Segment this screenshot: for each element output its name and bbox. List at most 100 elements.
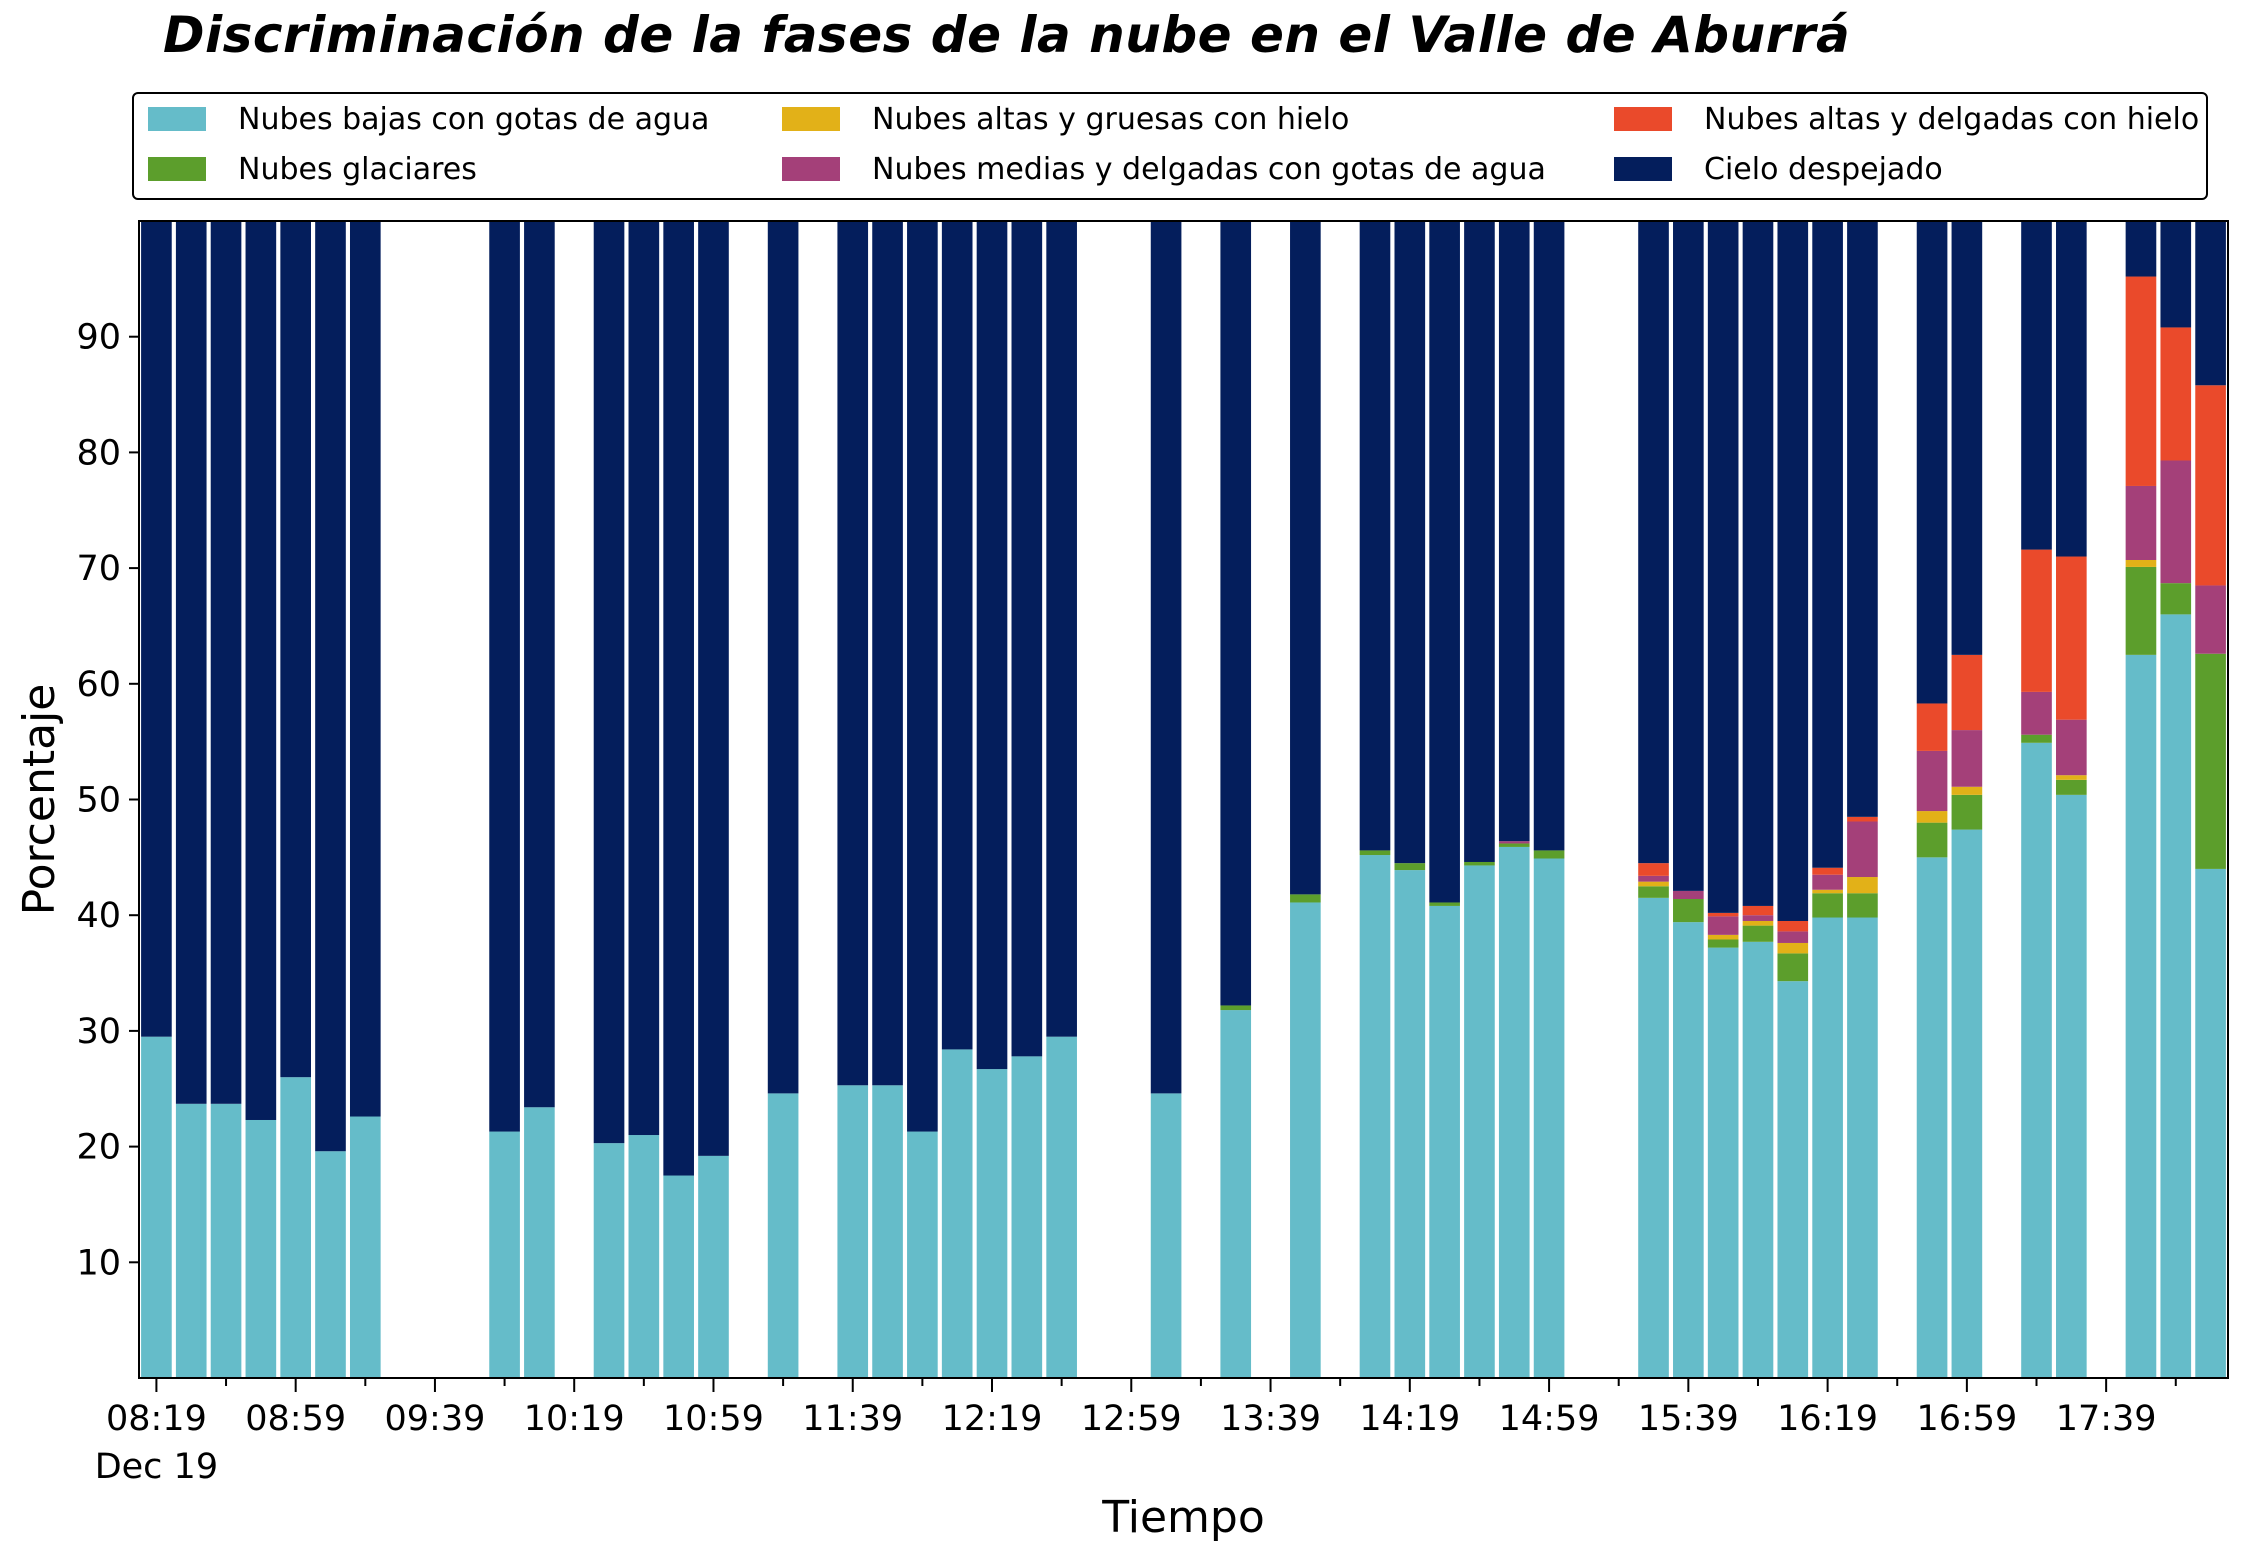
legend-swatch xyxy=(148,157,206,181)
bar-segment xyxy=(1847,893,1878,918)
bar-segment xyxy=(1673,221,1704,891)
bar-segment xyxy=(593,1143,625,1378)
bar-segment xyxy=(2021,549,2052,692)
bar-segment xyxy=(1707,934,1739,940)
bar-segment xyxy=(1150,221,1182,1094)
bar-segment xyxy=(524,221,555,1108)
bar-segment xyxy=(1742,920,1774,926)
bar-segment xyxy=(1359,221,1391,851)
x-tick-label: 11:39 xyxy=(802,1399,903,1439)
bar-segment xyxy=(2125,276,2157,486)
bar-segment xyxy=(1638,881,1669,887)
bar-segment xyxy=(2021,691,2052,735)
bar-segment xyxy=(1464,861,1495,866)
bar-segment xyxy=(2056,221,2087,557)
bar-segment xyxy=(1916,221,1948,704)
y-tick-label: 90 xyxy=(76,318,121,358)
bar-segment xyxy=(210,1103,242,1378)
bar-segment xyxy=(1673,922,1704,1378)
bar-segment xyxy=(872,1085,903,1378)
bar-segment xyxy=(141,1036,172,1378)
bar-segment xyxy=(2021,221,2052,550)
bar-segment xyxy=(1847,221,1878,817)
bar-segment xyxy=(1812,893,1843,918)
legend-label: Nubes altas y delgadas con hielo xyxy=(1704,101,2200,137)
bar-segment xyxy=(1777,953,1809,982)
bar-segment xyxy=(1951,730,1983,787)
bar-segment xyxy=(1673,890,1704,899)
bar-segment xyxy=(1498,841,1530,844)
x-tick-label: 09:39 xyxy=(385,1399,486,1439)
legend-label: Cielo despejado xyxy=(1704,151,1943,187)
legend-item: Nubes altas y delgadas con hielo xyxy=(1614,99,2199,139)
bar-segment xyxy=(1777,942,1809,954)
bar-segment xyxy=(1011,1056,1043,1378)
y-tick-label: 30 xyxy=(76,1012,121,1052)
bar-segment xyxy=(2160,460,2192,584)
legend-label: Nubes altas y gruesas con hielo xyxy=(872,101,1350,137)
legend-item: Nubes medias y delgadas con gotas de agu… xyxy=(782,149,1546,189)
bar-segment xyxy=(1916,857,1948,1378)
bar-segment xyxy=(1777,920,1809,932)
bar-segment xyxy=(489,221,520,1132)
bar-segment xyxy=(1847,917,1878,1378)
bar-segment xyxy=(628,1135,660,1378)
bar-segment xyxy=(1359,855,1391,1378)
bar-segment xyxy=(698,221,729,1156)
bar-segment xyxy=(245,1119,277,1378)
x-tick-label: 08:19 xyxy=(106,1399,207,1439)
bar-segment xyxy=(1812,221,1843,868)
bar-segment xyxy=(141,221,172,1037)
bar-segment xyxy=(1742,925,1774,942)
legend-swatch xyxy=(148,107,206,131)
bar-segment xyxy=(1951,221,1983,655)
legend-swatch xyxy=(782,157,840,181)
bar-segment xyxy=(1916,811,1948,823)
bar-segment xyxy=(349,221,381,1117)
x-date-label: Dec 19 xyxy=(95,1447,218,1487)
bar-segment xyxy=(1847,877,1878,894)
bar-segment xyxy=(1638,875,1669,882)
bar-segment xyxy=(1916,822,1948,858)
bar-segment xyxy=(2125,221,2157,277)
legend: Nubes bajas con gotas de agua Nubes glaci… xyxy=(132,92,2208,200)
bar-segment xyxy=(1673,899,1704,923)
bar-segment xyxy=(1290,902,1321,1378)
bar-segment xyxy=(1498,846,1530,1378)
bar-segment xyxy=(941,1049,973,1378)
x-tick-label: 10:19 xyxy=(524,1399,625,1439)
y-tick-label: 50 xyxy=(76,781,121,821)
bar-segment xyxy=(2195,585,2226,654)
bar-segment xyxy=(315,221,346,1152)
y-tick-label: 70 xyxy=(76,549,121,589)
bar-segment xyxy=(524,1107,555,1378)
bar-segment xyxy=(1290,894,1321,903)
bar-segment xyxy=(1394,870,1426,1378)
bar-segment xyxy=(1812,874,1843,890)
bar-segment xyxy=(1951,786,1983,795)
bar-segment xyxy=(2195,385,2226,586)
bar-segment xyxy=(175,1103,207,1378)
bar-segment xyxy=(280,221,311,1078)
bar-segment xyxy=(2125,566,2157,655)
bar-segment xyxy=(280,1077,311,1378)
bar-segment xyxy=(1359,850,1391,856)
bar-segment xyxy=(1707,947,1739,1378)
bar-segment xyxy=(1742,915,1774,921)
bar-segment xyxy=(1707,221,1739,913)
bar-segment xyxy=(872,221,903,1086)
bar-segment xyxy=(1498,843,1530,847)
bar-segment xyxy=(837,1085,869,1378)
bar-segment xyxy=(2160,327,2192,461)
bar-segment xyxy=(210,221,242,1104)
bar-segment xyxy=(2125,485,2157,560)
bar-segment xyxy=(1812,917,1843,1378)
bar-segment xyxy=(1394,221,1426,864)
bar-segment xyxy=(1394,863,1426,871)
bar-segment xyxy=(1533,850,1565,859)
bar-segment xyxy=(1777,221,1809,921)
bar-segment xyxy=(2021,734,2052,743)
x-tick-label: 10:59 xyxy=(663,1399,764,1439)
bar-segment xyxy=(1812,889,1843,894)
bar-segment xyxy=(1220,1005,1252,1011)
